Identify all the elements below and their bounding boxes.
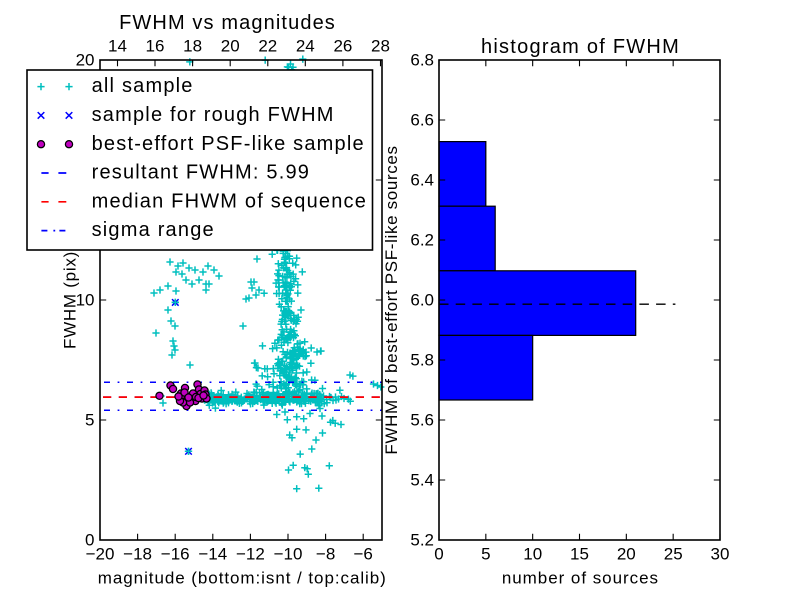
svg-text:number of sources: number of sources [502,569,659,588]
svg-text:18: 18 [183,37,202,56]
svg-text:histogram of FWHM: histogram of FWHM [481,36,680,58]
svg-text:−8: −8 [316,545,335,564]
svg-text:all sample: all sample [92,75,194,97]
svg-text:6.8: 6.8 [410,51,434,70]
svg-text:FWHM (pix): FWHM (pix) [61,251,80,349]
svg-text:5.6: 5.6 [410,411,434,430]
svg-text:22: 22 [258,37,277,56]
svg-text:FWHM of best-effort PSF-like s: FWHM of best-effort PSF-like sources [382,145,401,454]
svg-text:5.2: 5.2 [410,531,434,550]
svg-text:−14: −14 [198,545,227,564]
svg-text:24: 24 [296,37,315,56]
svg-text:28: 28 [371,37,390,56]
svg-text:20: 20 [221,37,240,56]
svg-text:10: 10 [523,545,542,564]
svg-text:−16: −16 [161,545,190,564]
svg-text:5: 5 [85,411,94,430]
svg-text:15: 15 [570,545,589,564]
svg-text:best-effort PSF-like sample: best-effort PSF-like sample [92,133,365,155]
svg-text:26: 26 [333,37,352,56]
svg-text:0: 0 [85,531,94,550]
svg-text:median FHWM of sequence: median FHWM of sequence [92,190,367,212]
svg-text:sigma range: sigma range [92,219,215,241]
svg-text:−20: −20 [86,545,115,564]
svg-text:resultant FWHM: 5.99: resultant FWHM: 5.99 [92,162,311,184]
svg-text:10: 10 [76,291,95,310]
svg-text:6.6: 6.6 [410,111,434,130]
svg-text:−10: −10 [274,545,303,564]
svg-text:25: 25 [664,545,683,564]
svg-text:14: 14 [108,37,127,56]
svg-text:0: 0 [434,545,443,564]
svg-text:30: 30 [711,545,730,564]
svg-text:−12: −12 [236,545,265,564]
svg-text:6.0: 6.0 [410,291,434,310]
svg-text:5: 5 [481,545,490,564]
svg-text:magnitude (bottom:isnt / top:c: magnitude (bottom:isnt / top:calib) [98,569,387,588]
svg-text:6.2: 6.2 [410,231,434,250]
svg-text:−6: −6 [354,545,373,564]
svg-text:20: 20 [617,545,636,564]
svg-text:−18: −18 [123,545,152,564]
svg-text:20: 20 [76,51,95,70]
svg-text:16: 16 [146,37,165,56]
svg-text:sample for rough FWHM: sample for rough FWHM [92,104,335,126]
svg-text:5.8: 5.8 [410,351,434,370]
svg-text:FWHM vs magnitudes: FWHM vs magnitudes [119,12,336,34]
svg-text:5.4: 5.4 [410,471,434,490]
svg-text:6.4: 6.4 [410,171,434,190]
